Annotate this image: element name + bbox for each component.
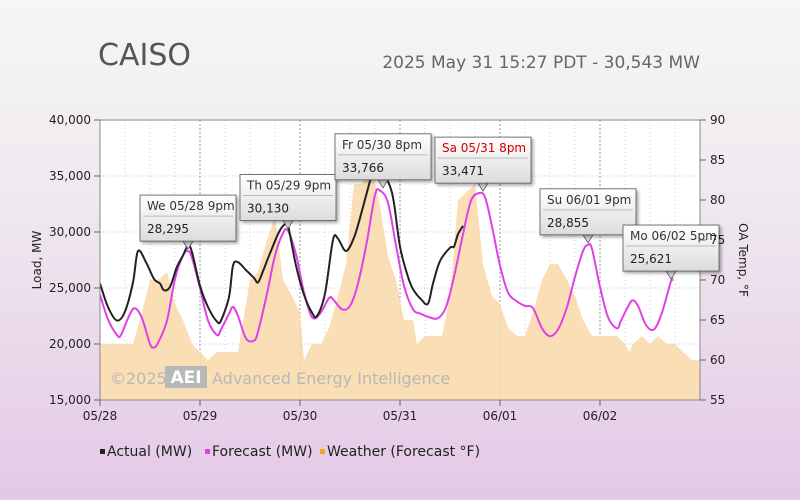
watermark: ©2025 AEI Advanced Energy Intelligence xyxy=(110,366,450,388)
annotation: Fr 05/30 8pm 33,766 xyxy=(334,133,432,189)
x-tick-label: 06/01 xyxy=(483,409,518,423)
annotation-box xyxy=(434,136,532,184)
watermark-copyright: ©2025 xyxy=(110,369,167,388)
y-tick-label: 15,000 xyxy=(49,393,91,407)
x-tick-label: 05/30 xyxy=(283,409,318,423)
x-tick-label: 05/28 xyxy=(83,409,118,423)
annotation-box xyxy=(539,188,637,236)
y2-tick-label: 65 xyxy=(710,313,725,327)
y2-tick-label: 75 xyxy=(710,233,725,247)
annotation-box xyxy=(239,174,337,221)
annotation-label: Su 06/01 9pm xyxy=(547,193,631,207)
annotation-value: 33,471 xyxy=(442,164,484,178)
y2-tick-label: 70 xyxy=(710,273,725,287)
annotation-value: 30,130 xyxy=(247,202,289,216)
legend-item: Actual (MW) xyxy=(100,444,192,460)
watermark-company: Advanced Energy Intelligence xyxy=(212,369,450,388)
annotation: Su 06/01 9pm 28,855 xyxy=(539,188,637,244)
watermark-logo-box xyxy=(165,366,207,388)
y2-tick-label: 80 xyxy=(710,193,725,207)
x-tick-label: 06/02 xyxy=(583,409,618,423)
actual-line xyxy=(100,159,464,325)
y2-tick-label: 55 xyxy=(710,393,725,407)
annotation: Mo 06/02 5pm 25,621 xyxy=(622,224,720,280)
annotation-label: Th 05/29 9pm xyxy=(246,179,331,193)
y-tick-label: 40,000 xyxy=(49,113,91,127)
y2-tick-label: 85 xyxy=(710,153,725,167)
annotation-box xyxy=(139,194,237,242)
x-tick-label: 05/29 xyxy=(183,409,218,423)
annotation-box xyxy=(622,224,720,272)
legend-label: Actual (MW) xyxy=(107,444,192,460)
y-tick-label: 30,000 xyxy=(49,225,91,239)
legend-label: Weather (Forecast °F) xyxy=(327,444,480,460)
watermark-logo: AEI xyxy=(170,368,201,388)
page-title: CAISO xyxy=(98,38,191,73)
annotation-label: Fr 05/30 8pm xyxy=(342,138,422,152)
y-axis-right: 55 60 65 70 75 80 85 90 xyxy=(700,113,725,407)
legend-swatch xyxy=(205,449,210,454)
annotations: We 05/28 9pm 28,295 Th 05/29 9pm 30,130 Fr 0… xyxy=(139,133,720,280)
legend-item: Forecast (MW) xyxy=(205,444,313,460)
y-tick-label: 35,000 xyxy=(49,169,91,183)
annotation-value: 28,855 xyxy=(547,216,589,230)
y-tick-label: 20,000 xyxy=(49,337,91,351)
legend-swatch xyxy=(320,449,325,454)
legend-item: Weather (Forecast °F) xyxy=(320,444,480,460)
annotation: Sa 05/31 8pm 33,471 xyxy=(434,136,532,192)
y2-axis-title: OA Temp, °F xyxy=(736,223,750,297)
legend: Actual (MW) Forecast (MW) Weather (Forecas… xyxy=(100,444,480,460)
legend-label: Forecast (MW) xyxy=(212,444,313,460)
annotation-value: 25,621 xyxy=(630,252,672,266)
annotation-box xyxy=(334,133,432,181)
y-axis-title: Load, MW xyxy=(30,231,44,290)
y-axis-left: 15,000 20,000 25,000 30,000 35,000 40,000 xyxy=(49,113,100,407)
y2-tick-label: 60 xyxy=(710,353,725,367)
annotation: Th 05/29 9pm 30,130 xyxy=(239,174,337,230)
x-tick-label: 05/31 xyxy=(383,409,418,423)
forecast-line xyxy=(100,188,674,349)
y2-tick-label: 90 xyxy=(710,113,725,127)
annotation-label: Sa 05/31 8pm xyxy=(442,141,526,155)
annotation-label: We 05/28 9pm xyxy=(147,199,235,213)
annotation-value: 28,295 xyxy=(147,222,189,236)
annotation: We 05/28 9pm 28,295 xyxy=(139,194,237,250)
annotation-label: Mo 06/02 5pm xyxy=(630,229,717,243)
legend-swatch xyxy=(100,449,105,454)
page-subtitle: 2025 May 31 15:27 PDT - 30,543 MW xyxy=(382,53,700,73)
annotation-value: 33,766 xyxy=(342,161,384,175)
y-tick-label: 25,000 xyxy=(49,281,91,295)
x-axis: 05/28 05/29 05/30 05/31 06/01 06/02 xyxy=(83,400,618,423)
